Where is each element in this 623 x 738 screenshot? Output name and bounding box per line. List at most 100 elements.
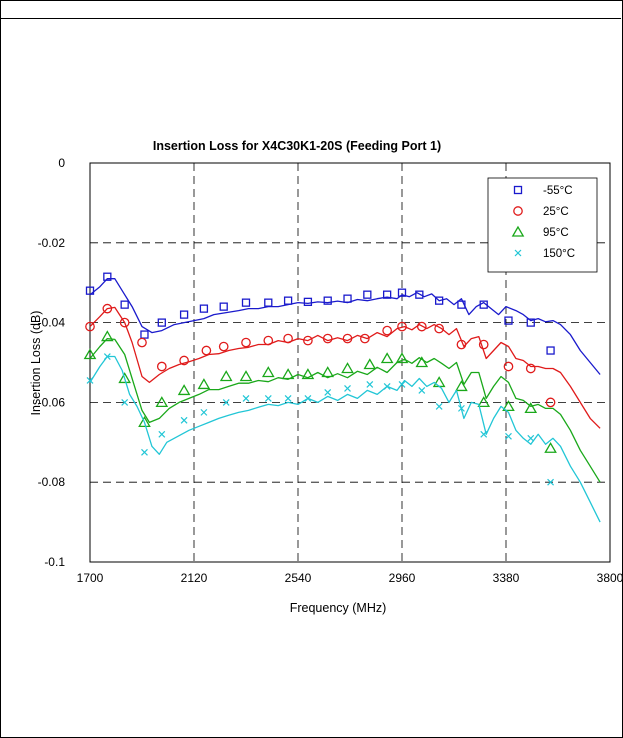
data-point: [177, 384, 191, 396]
data-point: [458, 404, 465, 412]
data-point: [264, 394, 272, 402]
data-point: [85, 321, 95, 332]
data-point: [344, 385, 351, 392]
data-point: [505, 432, 512, 440]
data-point: [324, 389, 332, 396]
data-point: [119, 317, 130, 328]
data-point: [416, 321, 427, 332]
data-point: [141, 448, 148, 456]
data-point: [303, 335, 313, 346]
chart-title: Insertion Loss for X4C30K1-20S (Feeding …: [153, 139, 441, 153]
data-point: [138, 416, 151, 428]
plot-area: [89, 162, 611, 563]
y-axis-label: Insertion Loss (dB): [29, 311, 43, 416]
x-tick-label: 3800: [597, 571, 623, 585]
legend-marker: [511, 225, 525, 237]
legend-label: 25°C: [543, 206, 569, 218]
data-point: [121, 398, 129, 406]
data-point: [263, 335, 274, 346]
y-tick-label: -0.08: [38, 475, 66, 489]
data-point: [366, 381, 374, 388]
data-point: [341, 362, 354, 374]
data-point: [418, 387, 426, 394]
data-point: [218, 341, 229, 352]
data-point: [434, 296, 444, 305]
data-point: [157, 318, 166, 327]
series-layer: [83, 272, 601, 523]
data-point: [301, 368, 315, 380]
header-bar: [0, 0, 621, 19]
data-point: [456, 339, 467, 350]
data-point: [397, 321, 407, 332]
legend-label: 95°C: [543, 227, 569, 239]
data-point: [201, 345, 212, 356]
data-point: [264, 298, 273, 307]
data-point: [197, 378, 211, 390]
x-tick-label: 2540: [285, 571, 312, 585]
data-point: [321, 366, 335, 378]
data-point: [504, 316, 513, 325]
axis-ticks: 1700 2120 2540 2960 3380 3800 0 -0.02 -0.04 -0.06…: [38, 156, 623, 585]
data-point: [527, 434, 535, 442]
data-point: [435, 402, 443, 410]
data-point: [283, 333, 293, 344]
data-point: [382, 325, 392, 336]
data-point: [103, 353, 111, 360]
data-point: [322, 333, 333, 344]
data-point: [156, 361, 167, 372]
legend-box: [487, 177, 598, 273]
data-point: [398, 381, 406, 388]
data-point: [544, 441, 557, 453]
data-point: [477, 396, 491, 408]
data-point: [479, 300, 488, 309]
data-point: [434, 323, 444, 334]
data-point: [304, 394, 312, 402]
x-tick-label: 2960: [389, 571, 416, 585]
data-point: [342, 333, 353, 344]
data-point: [261, 366, 275, 378]
data-point: [397, 288, 407, 297]
data-point: [415, 356, 429, 368]
series-line: [89, 306, 601, 429]
series-line: [89, 337, 601, 483]
data-point: [480, 430, 488, 438]
data-point: [363, 290, 372, 299]
y-tick-label: -0.1: [44, 555, 65, 569]
series-line: [89, 278, 601, 375]
data-point: [478, 339, 489, 350]
legend-marker: [514, 249, 522, 257]
x-axis-label: Frequency (MHz): [290, 601, 387, 615]
data-point: [219, 370, 233, 382]
data-point: [284, 394, 292, 402]
data-point: [199, 304, 209, 313]
data-point: [547, 478, 554, 486]
x-tick-label: 2120: [181, 571, 208, 585]
data-point: [155, 396, 169, 408]
data-point: [222, 398, 230, 406]
data-point: [502, 400, 515, 412]
data-point: [83, 348, 97, 360]
data-point: [525, 363, 536, 374]
data-point: [140, 330, 149, 339]
data-point: [101, 330, 114, 342]
y-tick-label: 0: [58, 156, 65, 170]
legend: -55°C 25°C 95°C 150°C: [487, 177, 598, 273]
data-point: [158, 430, 166, 438]
data-point: [380, 352, 394, 364]
data-point: [303, 297, 313, 307]
data-point: [432, 376, 446, 388]
data-point: [239, 370, 253, 382]
y-tick-label: -0.04: [38, 316, 66, 330]
data-point: [526, 318, 535, 327]
series-line: [89, 355, 601, 523]
data-point: [415, 290, 424, 299]
data-point: [120, 300, 129, 309]
data-point: [179, 355, 189, 366]
data-point: [241, 337, 251, 348]
data-point: [382, 290, 392, 299]
data-point: [179, 310, 189, 319]
y-tick-label: -0.06: [38, 395, 66, 409]
x-tick-label: 1700: [77, 571, 104, 585]
data-point: [219, 302, 228, 311]
